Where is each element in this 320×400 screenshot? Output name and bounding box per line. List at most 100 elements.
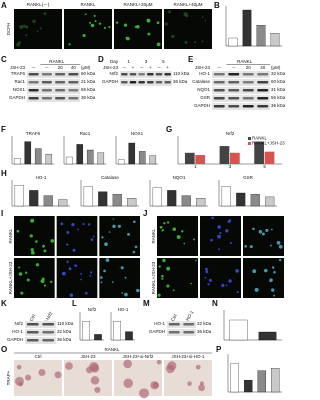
band	[213, 105, 225, 108]
cell	[43, 12, 47, 16]
panel-letter: B	[214, 1, 220, 10]
cell	[101, 236, 104, 239]
cell	[261, 232, 265, 236]
cell	[166, 221, 170, 224]
protein-label: HO-1	[154, 321, 165, 326]
cell	[278, 258, 282, 262]
column-label: HO-1	[160, 217, 171, 222]
cell	[217, 225, 221, 229]
cell	[43, 249, 47, 253]
panel-letter: E	[188, 55, 194, 64]
bar	[98, 191, 108, 207]
header-label: RANKL	[237, 59, 253, 64]
protein-label: Nrf2	[109, 71, 118, 76]
cell	[211, 216, 214, 220]
bar	[230, 152, 240, 164]
band	[28, 97, 39, 100]
bar	[138, 151, 146, 165]
row-label: JSH-23	[195, 65, 211, 70]
cell	[25, 34, 28, 37]
header-label: Day	[110, 59, 119, 64]
bar	[125, 331, 133, 341]
column-label: Merge	[246, 217, 259, 222]
cell	[269, 280, 272, 283]
cell	[273, 294, 276, 297]
band	[168, 323, 180, 326]
bar	[43, 195, 53, 207]
image-tile	[157, 258, 198, 298]
chart-title: Nrf2	[226, 131, 235, 136]
cell	[161, 274, 164, 278]
cell	[16, 229, 20, 233]
kda-label: 36 kDa	[81, 95, 96, 100]
lane-label: si-Nrf2	[43, 310, 54, 324]
row-label: JSH-23	[103, 65, 119, 70]
blot-strip	[167, 329, 196, 336]
cell	[265, 228, 269, 232]
cell	[162, 258, 166, 263]
band	[41, 81, 52, 84]
cell	[181, 230, 184, 233]
kda-label: 32 kDa	[197, 321, 212, 326]
cell	[244, 244, 247, 248]
cell	[90, 238, 94, 241]
unit-label: (μM)	[271, 65, 281, 70]
bar	[257, 370, 266, 393]
chart-title: Nrf2	[88, 307, 97, 312]
bar	[83, 186, 93, 207]
cell	[112, 224, 116, 229]
x-tick-label: 3	[229, 164, 232, 169]
cell	[193, 41, 197, 44]
kda-label: 32 kDa	[271, 71, 286, 76]
cell	[35, 240, 38, 243]
panel-letter: N	[212, 299, 218, 308]
group-label: 1	[127, 59, 130, 64]
band	[28, 89, 39, 92]
image-tile	[14, 258, 55, 298]
cell	[219, 232, 222, 235]
bar	[13, 158, 21, 165]
cell	[65, 362, 73, 370]
cell	[90, 23, 95, 28]
cell	[72, 248, 76, 252]
cell	[156, 359, 162, 365]
cell	[124, 292, 128, 297]
bar	[45, 154, 53, 165]
blot-strip	[25, 329, 56, 336]
cell	[276, 241, 281, 245]
cell	[89, 274, 92, 277]
lane-label: +	[149, 65, 152, 70]
bar	[128, 142, 136, 165]
cell	[89, 21, 92, 24]
bar	[24, 141, 32, 165]
cell	[82, 223, 85, 226]
lane-label: －	[45, 65, 50, 70]
cell	[105, 258, 110, 262]
chart-title: NQO1	[173, 175, 186, 180]
cell	[35, 263, 40, 267]
panel-letter: I	[1, 209, 3, 218]
blot-strip	[120, 71, 172, 78]
header-label: RANKL	[49, 59, 65, 64]
cell	[93, 235, 95, 238]
protein-label: TRAF6	[11, 71, 26, 76]
column-label: Ctrl	[35, 354, 42, 359]
cell	[108, 231, 111, 233]
blot-strip	[27, 79, 80, 86]
band	[213, 97, 225, 100]
bar	[256, 25, 266, 47]
blot-strip	[212, 87, 270, 94]
cell	[84, 13, 87, 16]
band	[228, 73, 240, 76]
cell	[271, 266, 275, 269]
cell	[115, 21, 119, 24]
band	[213, 81, 225, 84]
cell	[26, 278, 30, 282]
protein-label: Rac1	[14, 79, 25, 84]
lane-label: +	[132, 65, 135, 70]
cell	[93, 14, 96, 17]
cell	[176, 235, 181, 239]
cell	[32, 19, 36, 23]
cell	[218, 248, 220, 251]
band	[28, 73, 39, 76]
